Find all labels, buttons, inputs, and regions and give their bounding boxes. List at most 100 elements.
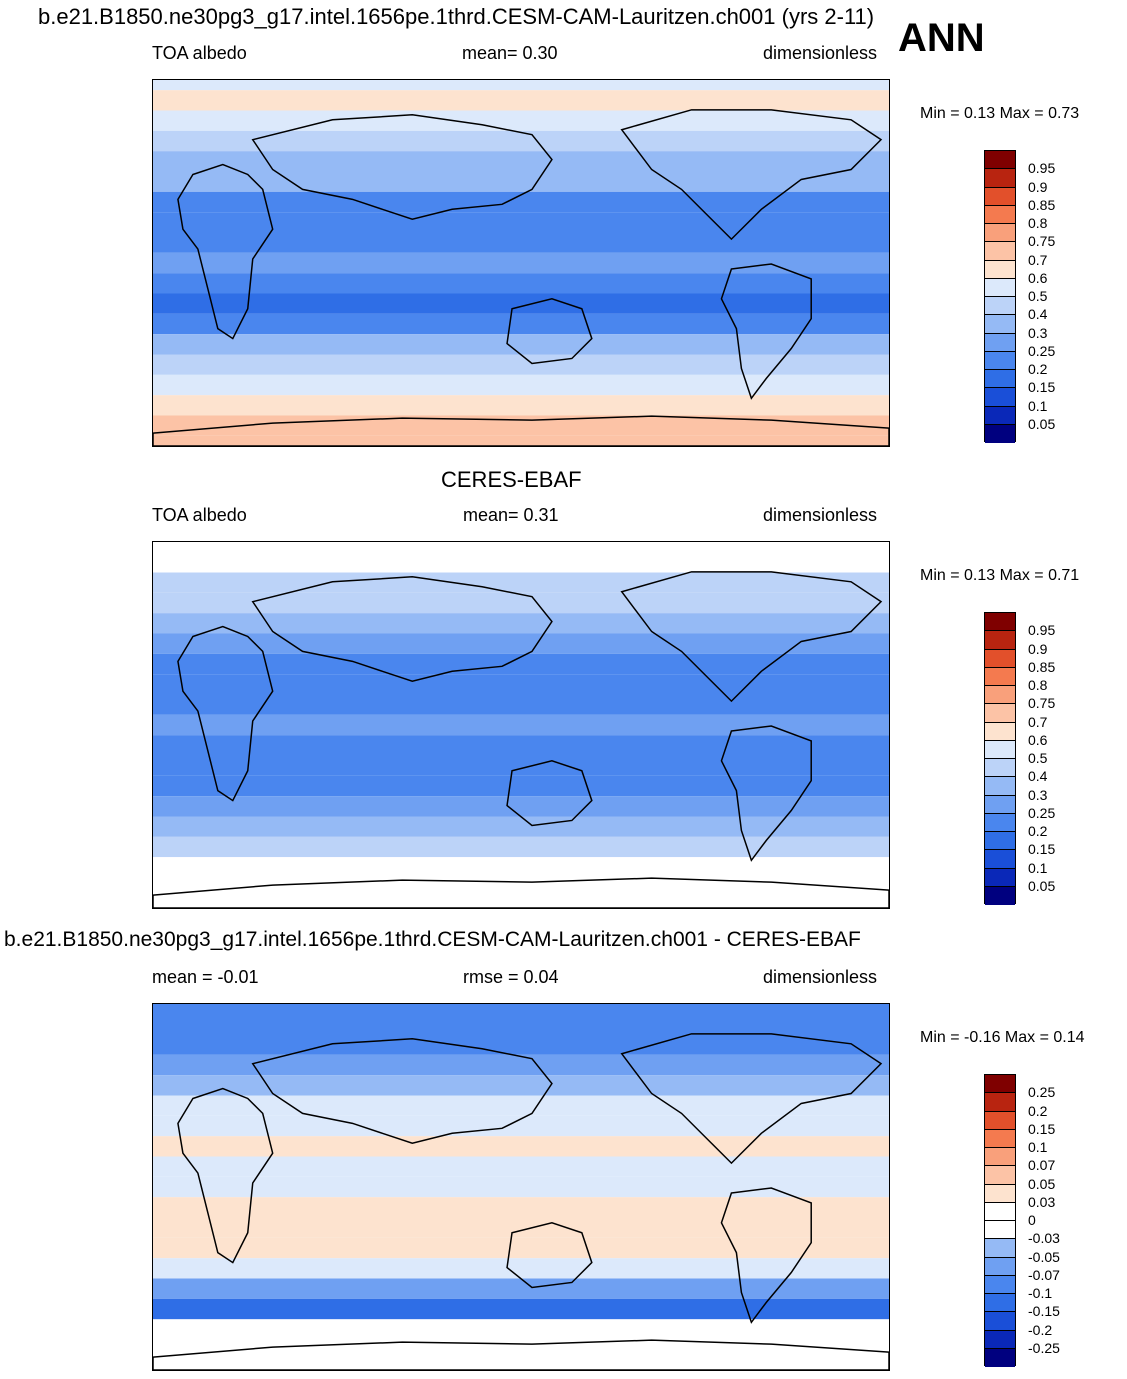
zonal-band [153,735,889,756]
panel-right-label: dimensionless [763,505,878,525]
coastline [506,1222,593,1289]
zonal-band [153,1075,889,1096]
zonal-band [153,1156,889,1177]
zonal-band [153,273,889,294]
colorbar-swatch [985,151,1015,170]
zonal-band [153,542,889,553]
zonal-band [153,877,889,898]
colorbar-swatch [985,333,1015,352]
panel-title: b.e21.B1850.ne30pg3_g17.intel.1656pe.1th… [4,928,861,951]
colorbar-tick-label: 0.2 [1028,823,1048,839]
zonal-band [153,212,889,233]
coastline [506,298,593,365]
coastline [720,1187,812,1324]
coastline [153,877,889,908]
zonal-band [153,354,889,375]
colorbar-tick-label: 0.5 [1028,288,1048,304]
colorbar-tick-label: -0.1 [1028,1285,1053,1301]
zonal-band [153,897,889,908]
zonal-band [153,435,889,446]
colorbar-tick-label: 0.25 [1028,342,1056,359]
zonal-band [153,110,889,131]
colorbar-tick-label: 0.7 [1028,251,1048,268]
colorbar-swatch [985,886,1015,905]
colorbar-swatch [985,1312,1015,1331]
colorbar-swatch [985,759,1015,778]
colorbar-tick-label: 0.2 [1028,361,1048,377]
colorbar-swatch [985,1202,1015,1221]
case-title: b.e21.B1850.ne30pg3_g17.intel.1656pe.1th… [38,4,875,29]
colorbar-swatch [985,1330,1015,1349]
colorbar-tick-label: 0.6 [1028,731,1048,748]
minmax-label: Min = 0.13 Max = 0.71 [920,567,1080,584]
zonal-band [153,836,889,858]
colorbar-obs [984,612,1016,905]
coastline [153,415,889,446]
panel-center-label: mean= 0.30 [462,43,558,63]
colorbar-tick-label: 0.75 [1028,695,1056,712]
colorbar-tick-label: 0.07 [1028,1157,1056,1174]
zonal-band [153,1054,889,1076]
colorbar-tick-label: 0.05 [1028,415,1056,432]
zonal-band [153,374,889,396]
colorbar-tick-label: 0.2 [1028,1102,1048,1119]
zonal-band [153,694,889,715]
colorbar-swatch [985,868,1015,887]
colorbar-tick-label: 0.05 [1028,1175,1056,1192]
zonal-band [153,552,889,573]
zonal-band [153,395,889,416]
colorbar-tick-label: -0.03 [1028,1230,1060,1247]
colorbar-swatch [985,424,1015,443]
zonal-band [153,293,889,314]
colorbar-tick-label: 0.95 [1028,622,1056,639]
panel-title: CERES-EBAF [441,467,582,492]
panel-right-label: dimensionless [763,43,878,63]
coastline [153,1339,889,1370]
colorbar-swatch [985,1239,1015,1258]
zonal-band [153,816,889,837]
colorbar-tick-label: 0.1 [1028,859,1048,876]
coastline [720,263,812,400]
panel-left-label: TOA albedo [152,505,247,525]
panel-left-label: mean = -0.01 [152,967,259,987]
colorbar-tick-label: 0.15 [1028,1120,1056,1137]
colorbar-swatch [985,351,1015,370]
zonal-band [153,252,889,274]
zonal-band [153,334,889,355]
season-label: ANN [898,16,985,60]
colorbar-tick-label: 0.25 [1028,804,1056,821]
minmax-label: Min = 0.13 Max = 0.73 [920,105,1080,122]
colorbar-swatch [985,205,1015,224]
zonal-band [153,592,889,614]
colorbar-swatch [985,795,1015,814]
colorbar-tick-label: 0.03 [1028,1193,1056,1210]
zonal-band [153,775,889,797]
colorbar-swatch [985,1129,1015,1148]
colorbar-tick-label: 0 [1028,1212,1036,1228]
colorbar-swatch [985,187,1015,206]
coastline [177,1087,274,1264]
colorbar-tick-label: 0.7 [1028,713,1048,730]
colorbar-tick-label: 0.05 [1028,877,1056,894]
colorbar-swatch [985,1275,1015,1294]
coastline [251,114,553,221]
colorbar-diff [984,1074,1016,1367]
colorbar-swatch [985,1075,1015,1094]
colorbar-tick-label: 0.6 [1028,269,1048,286]
colorbar-swatch [985,777,1015,796]
colorbar-tick-label: 0.1 [1028,397,1048,414]
zonal-band [153,80,889,91]
colorbar-tick-label: 0.4 [1028,768,1048,785]
colorbar-tick-label: -0.2 [1028,1321,1053,1338]
colorbar-swatch [985,1093,1015,1112]
colorbar-swatch [985,667,1015,686]
zonal-band [153,1176,889,1198]
zonal-band [153,151,889,172]
zonal-band [153,232,889,253]
colorbar-tick-label: 0.8 [1028,677,1048,693]
coastline [720,725,812,862]
coastline [177,625,274,802]
colorbar-tick-label: 0.85 [1028,658,1056,675]
zonal-band [153,857,889,878]
map-model [152,79,890,447]
